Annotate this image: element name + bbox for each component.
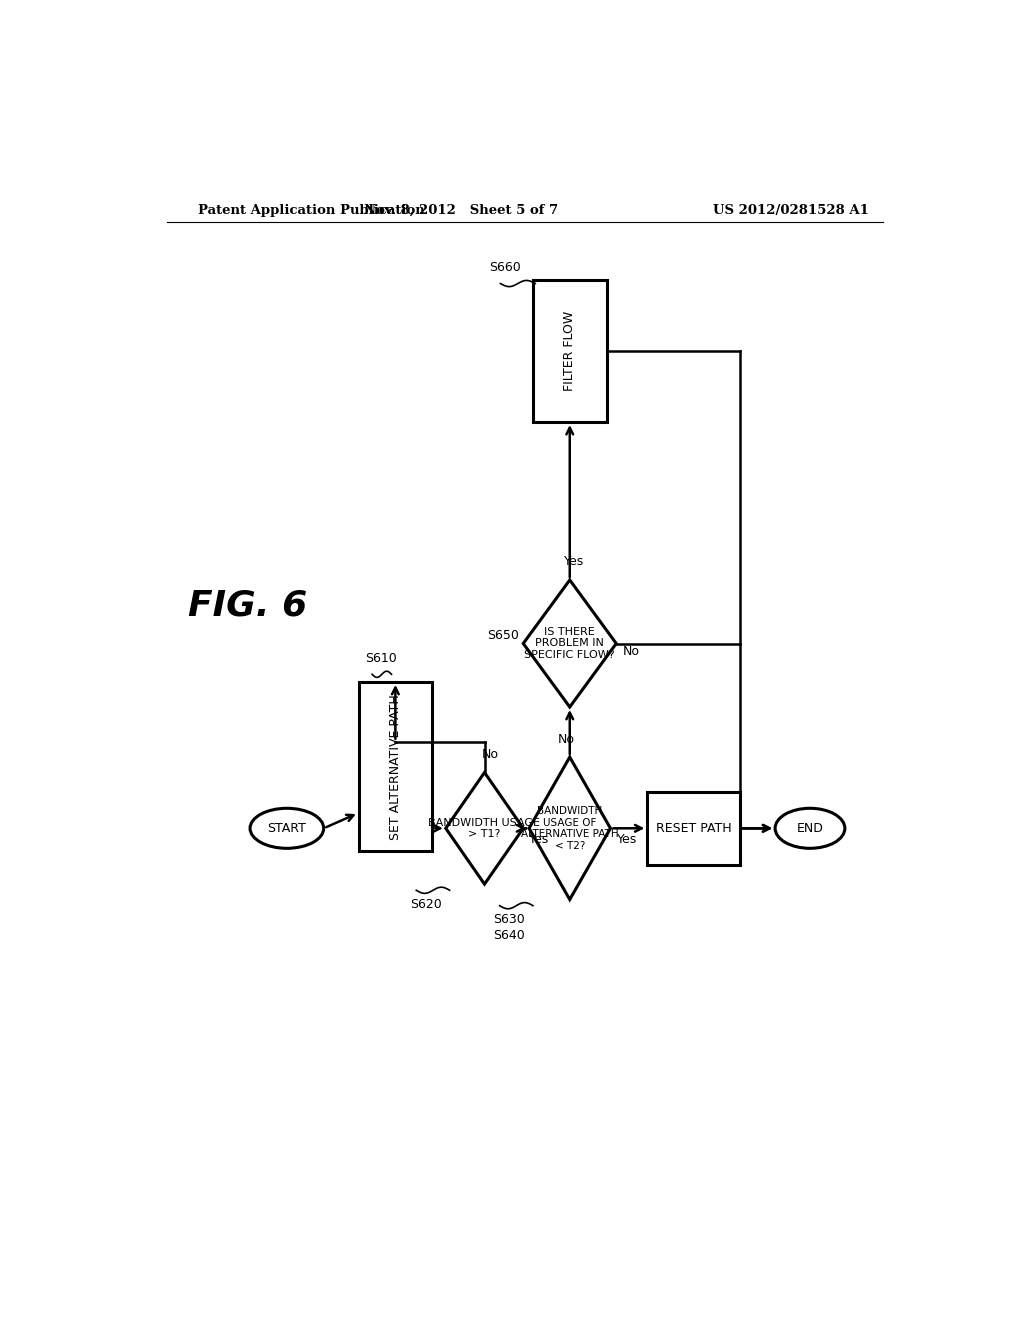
Text: END: END bbox=[797, 822, 823, 834]
Text: SET ALTERNATIVE PATH: SET ALTERNATIVE PATH bbox=[389, 694, 401, 840]
Text: S640: S640 bbox=[494, 929, 525, 941]
Text: Yes: Yes bbox=[616, 833, 637, 846]
Text: No: No bbox=[623, 644, 639, 657]
Text: BANDWIDTH USAGE
> T1?: BANDWIDTH USAGE > T1? bbox=[428, 817, 541, 840]
Ellipse shape bbox=[775, 808, 845, 849]
Text: FILTER FLOW: FILTER FLOW bbox=[563, 310, 577, 391]
Text: S660: S660 bbox=[489, 260, 521, 273]
Text: Patent Application Publication: Patent Application Publication bbox=[198, 205, 425, 218]
Text: START: START bbox=[267, 822, 306, 834]
Bar bbox=[532, 280, 606, 422]
Text: Yes: Yes bbox=[529, 833, 550, 846]
Text: FIG. 6: FIG. 6 bbox=[188, 587, 308, 622]
Polygon shape bbox=[523, 579, 616, 708]
Text: No: No bbox=[482, 748, 500, 760]
Text: BANDWIDTH
USAGE OF
ALTERNATIVE PATH
< T2?: BANDWIDTH USAGE OF ALTERNATIVE PATH < T2… bbox=[521, 807, 618, 850]
Text: S630: S630 bbox=[494, 913, 525, 927]
Text: S610: S610 bbox=[366, 652, 397, 665]
Polygon shape bbox=[529, 758, 610, 899]
Bar bbox=[647, 792, 740, 865]
Text: US 2012/0281528 A1: US 2012/0281528 A1 bbox=[713, 205, 869, 218]
Ellipse shape bbox=[250, 808, 324, 849]
Text: RESET PATH: RESET PATH bbox=[656, 822, 731, 834]
Text: S650: S650 bbox=[487, 630, 519, 643]
Text: No: No bbox=[557, 733, 574, 746]
Text: S620: S620 bbox=[411, 898, 442, 911]
Text: IS THERE
PROBLEM IN
SPECIFIC FLOW?: IS THERE PROBLEM IN SPECIFIC FLOW? bbox=[524, 627, 615, 660]
Bar bbox=[358, 682, 432, 851]
Text: Nov. 8, 2012   Sheet 5 of 7: Nov. 8, 2012 Sheet 5 of 7 bbox=[365, 205, 558, 218]
Polygon shape bbox=[445, 772, 523, 884]
Text: Yes: Yes bbox=[563, 556, 584, 569]
